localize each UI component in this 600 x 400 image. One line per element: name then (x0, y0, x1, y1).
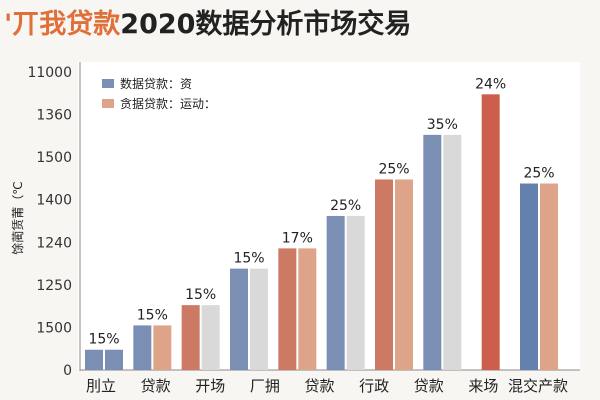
x-ticks: 刖立 贷款 开场 厂拥 贷款 行政 贷款 来场 混交产款 (86, 377, 568, 395)
x-tick-label: 刖立 (86, 377, 116, 395)
data-label: 24% (475, 76, 506, 92)
bar-s1-5 (278, 248, 297, 370)
data-label: 15% (137, 307, 168, 323)
x-tick-label: 贷款 (304, 377, 334, 395)
bar-s2-1 (105, 349, 123, 370)
y-tick-label: 0 (63, 363, 72, 379)
legend-swatch-2 (102, 99, 114, 108)
y-tick-label: 1250 (36, 278, 72, 294)
y-tick-label: 11000 (27, 65, 72, 81)
y-ticks: 0 1500 1250 1240 1400 1500 1360 11000 (27, 65, 72, 379)
bar-s2-6 (346, 215, 365, 370)
bar-s1-8 (423, 134, 442, 370)
bar-s2-10 (540, 183, 558, 370)
bar-s1-7 (375, 179, 393, 370)
data-label: 17% (282, 230, 313, 246)
data-label: 15% (233, 251, 264, 267)
legend-label-2: 贪据贷款：运动： (120, 96, 216, 111)
y-axis-label: 馀蔺赁莆（℃ (10, 181, 25, 254)
y-tick-label: 1360 (36, 108, 72, 124)
bar-s2-4 (250, 268, 268, 370)
x-tick-label: 贷款 (141, 377, 171, 395)
bar-s1-9 (481, 94, 500, 370)
x-tick-label: 开场 (195, 377, 225, 395)
chart-title-part2: 2020数据分析市场交易 (120, 9, 412, 40)
chart-title-part1: '丌我贷款 (4, 9, 121, 40)
data-labels: 15% 15% 15% 15% 17% 25% 25% 35% 24% 25% (88, 76, 554, 347)
legend-swatch-1 (102, 79, 114, 88)
data-label: 25% (330, 198, 361, 214)
bar-s1-2 (133, 325, 152, 370)
y-tick-label: 1500 (36, 320, 72, 336)
bar-s2-8 (443, 134, 462, 370)
y-tick-label: 1400 (36, 193, 72, 209)
data-label: 15% (185, 287, 216, 303)
y-tick-label: 1500 (36, 150, 72, 166)
x-tick-label: 来场 (468, 377, 498, 395)
data-label: 35% (427, 117, 458, 133)
x-tick-label: 厂拥 (250, 377, 280, 395)
bar-s1-10 (520, 183, 538, 370)
data-label: 25% (523, 166, 554, 182)
x-tick-label: 混交产款 (508, 377, 568, 395)
bar-s1-4 (230, 268, 248, 370)
bars (85, 94, 558, 370)
bar-s2-2 (153, 325, 172, 370)
data-label: 15% (88, 332, 119, 348)
bar-s2-5 (298, 248, 317, 370)
legend: 数据贷款：资 贪据贷款：运动： (102, 76, 216, 111)
bar-s1-3 (181, 305, 200, 370)
chart-title: '丌我贷款2020数据分析市场交易 (4, 2, 411, 41)
bar-s2-3 (201, 305, 220, 370)
y-tick-label: 1240 (36, 235, 72, 251)
x-tick-label: 贷款 (414, 377, 444, 395)
data-label: 25% (378, 161, 409, 177)
legend-label-1: 数据贷款：资 (120, 76, 192, 91)
bar-s2-7 (395, 179, 413, 370)
x-tick-label: 行政 (359, 377, 389, 395)
bar-s1-1 (85, 349, 103, 370)
bar-s1-6 (326, 215, 345, 370)
